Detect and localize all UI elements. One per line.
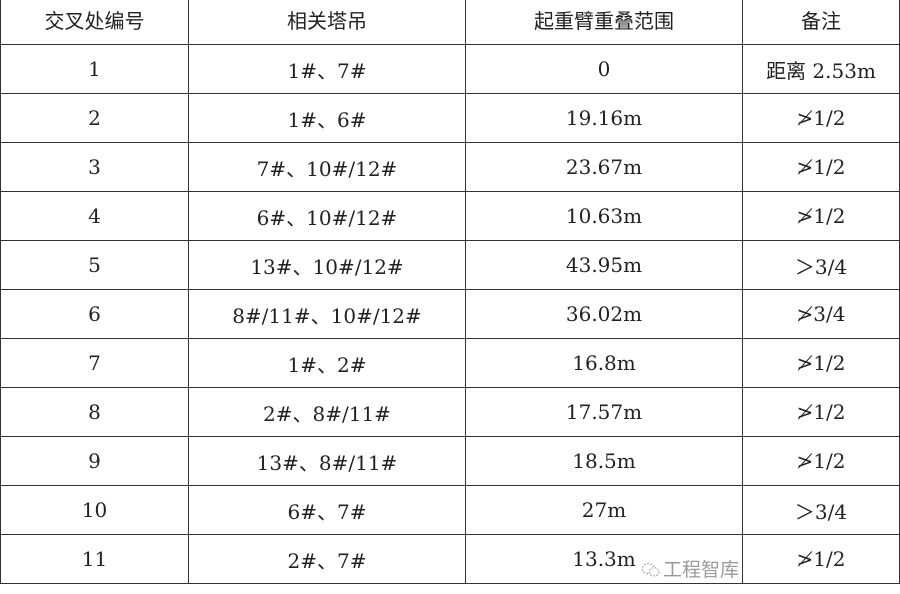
- overlap-range-cell: 16.8m: [465, 338, 743, 388]
- related-cranes-cell: 1#、2#: [188, 338, 466, 388]
- crossing-number-cell: 5: [0, 240, 189, 290]
- remark-cell: ≯1/2: [742, 436, 900, 486]
- table-row: 7 1#、2# 16.8m ≯1/2: [0, 338, 900, 388]
- table-row: 5 13#、10#/12# 43.95m ＞3/4: [0, 240, 900, 290]
- remark-cell: ≯1/2: [742, 387, 900, 437]
- remark-cell: ≯1/2: [742, 338, 900, 388]
- crossing-number-cell: 8: [0, 387, 189, 437]
- header-cell: 起重臂重叠范围: [465, 0, 743, 45]
- related-cranes-cell: 1#、7#: [188, 44, 466, 94]
- related-cranes-cell: 7#、10#/12#: [188, 142, 466, 192]
- crossing-number-cell: 9: [0, 436, 189, 486]
- table-row: 11 2#、7# 13.3m ≯1/2: [0, 534, 900, 584]
- remark-cell: ≯3/4: [742, 289, 900, 339]
- overlap-range-cell: 10.63m: [465, 191, 743, 241]
- table-row: 3 7#、10#/12# 23.67m ≯1/2: [0, 142, 900, 192]
- header-cell: 备注: [742, 0, 900, 45]
- overlap-range-cell: 36.02m: [465, 289, 743, 339]
- header-cell: 交叉处编号: [0, 0, 189, 45]
- overlap-range-cell: 43.95m: [465, 240, 743, 290]
- table-row: 9 13#、8#/11# 18.5m ≯1/2: [0, 436, 900, 486]
- table-row: 8 2#、8#/11# 17.57m ≯1/2: [0, 387, 900, 437]
- related-cranes-cell: 8#/11#、10#/12#: [188, 289, 466, 339]
- related-cranes-cell: 13#、10#/12#: [188, 240, 466, 290]
- crossing-number-cell: 2: [0, 93, 189, 143]
- remark-cell: ＞3/4: [742, 240, 900, 290]
- overlap-range-cell: 13.3m: [465, 534, 743, 584]
- watermark-text: 工程智库: [663, 559, 740, 581]
- remark-cell: ≯1/2: [742, 142, 900, 192]
- overlap-range-cell: 18.5m: [465, 436, 743, 486]
- wechat-icon: [641, 563, 660, 577]
- related-cranes-cell: 2#、7#: [188, 534, 466, 584]
- table-row: 6 8#/11#、10#/12# 36.02m ≯3/4: [0, 289, 900, 339]
- header-cell: 相关塔吊: [188, 0, 466, 45]
- remark-cell: ＞3/4: [742, 485, 900, 535]
- table-row: 10 6#、7# 27m ＞3/4: [0, 485, 900, 535]
- watermark: 工程智库: [641, 559, 739, 581]
- remark-cell: 距离 2.53m: [742, 44, 900, 94]
- crossing-number-cell: 4: [0, 191, 189, 241]
- header-row: 交叉处编号 相关塔吊 起重臂重叠范围 备注: [0, 0, 900, 45]
- overlap-range-cell: 0: [465, 44, 743, 94]
- crossing-number-cell: 6: [0, 289, 189, 339]
- overlap-range-cell: 17.57m: [465, 387, 743, 437]
- overlap-range-cell: 23.67m: [465, 142, 743, 192]
- related-cranes-cell: 6#、7#: [188, 485, 466, 535]
- related-cranes-cell: 1#、6#: [188, 93, 466, 143]
- related-cranes-cell: 6#、10#/12#: [188, 191, 466, 241]
- overlap-range-cell: 27m: [465, 485, 743, 535]
- remark-cell: ≯1/2: [742, 534, 900, 584]
- remark-cell: ≯1/2: [742, 93, 900, 143]
- remark-cell: ≯1/2: [742, 191, 900, 241]
- crossing-number-cell: 3: [0, 142, 189, 192]
- crossing-number-cell: 7: [0, 338, 189, 388]
- table-row: 2 1#、6# 19.16m ≯1/2: [0, 93, 900, 143]
- related-cranes-cell: 13#、8#/11#: [188, 436, 466, 486]
- crossing-number-cell: 11: [0, 534, 189, 584]
- related-cranes-cell: 2#、8#/11#: [188, 387, 466, 437]
- crossing-number-cell: 10: [0, 485, 189, 535]
- table-row: 1 1#、7# 0 距离 2.53m: [0, 44, 900, 94]
- table-row: 4 6#、10#/12# 10.63m ≯1/2: [0, 191, 900, 241]
- crossing-number-cell: 1: [0, 44, 189, 94]
- overlap-range-cell: 19.16m: [465, 93, 743, 143]
